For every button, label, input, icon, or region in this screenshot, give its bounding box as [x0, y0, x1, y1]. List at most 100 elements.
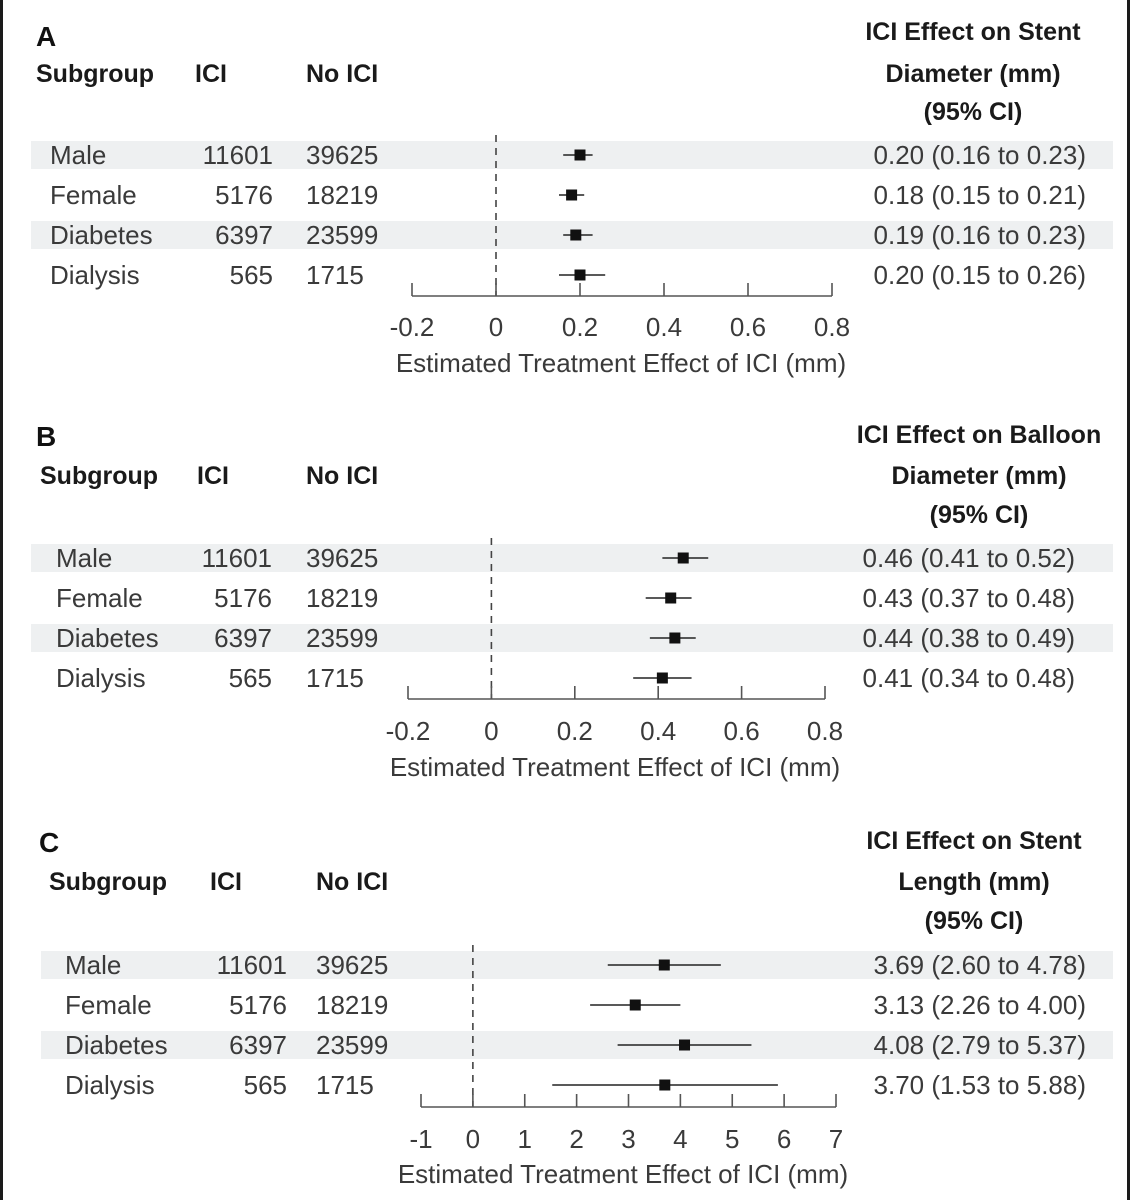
x-tick-label: 3: [621, 1124, 635, 1154]
subgroup-cell: Diabetes: [65, 1030, 168, 1060]
effect-ci-label: 0.18 (0.15 to 0.21): [874, 180, 1086, 210]
x-tick-label: 0: [466, 1124, 480, 1154]
effect-header-line: Diameter (mm): [885, 60, 1060, 88]
effect-ci-label: 0.44 (0.38 to 0.49): [863, 623, 1075, 653]
panel-letter: A: [36, 21, 56, 52]
ici-count-cell: 5176: [215, 180, 273, 210]
subgroup-cell: Dialysis: [65, 1070, 155, 1100]
no-ici-count-cell: 18219: [316, 990, 388, 1020]
row-band: [41, 1031, 1113, 1059]
x-tick-label: 2: [569, 1124, 583, 1154]
forest-plot-canvas: A Subgroup ICI No ICI ICI Effect on Stent Dia…: [31, 18, 1113, 1189]
no-ici-count-cell: 23599: [316, 1030, 388, 1060]
x-tick-label: -0.2: [386, 716, 431, 746]
row-band: [41, 951, 1113, 979]
row-band: [31, 624, 1113, 652]
subgroup-cell: Male: [56, 543, 112, 573]
ici-count-cell: 6397: [214, 623, 272, 653]
x-tick-label: 6: [777, 1124, 791, 1154]
point-estimate: [574, 269, 586, 281]
effect-ci-label: 0.41 (0.34 to 0.48): [863, 663, 1075, 693]
x-tick-label: 0.4: [640, 716, 676, 746]
subgroup-header: Subgroup: [40, 462, 158, 490]
effect-header-line: ICI Effect on Balloon: [857, 421, 1101, 449]
no-ici-header: No ICI: [316, 868, 388, 896]
subgroup-cell: Female: [56, 583, 143, 613]
effect-ci-label: 3.70 (1.53 to 5.88): [874, 1070, 1086, 1100]
row-band: [31, 544, 1113, 572]
effect-ci-label: 0.20 (0.15 to 0.26): [874, 260, 1086, 290]
point-estimate: [656, 672, 668, 684]
x-tick-label: 1: [518, 1124, 532, 1154]
x-tick-label: -0.2: [390, 312, 435, 342]
ici-count-cell: 565: [244, 1070, 287, 1100]
ici-count-cell: 565: [229, 663, 272, 693]
ici-count-cell: 565: [230, 260, 273, 290]
effect-ci-label: 0.43 (0.37 to 0.48): [863, 583, 1075, 613]
subgroup-cell: Diabetes: [56, 623, 159, 653]
ici-count-cell: 11601: [203, 140, 273, 170]
no-ici-header: No ICI: [306, 60, 378, 88]
x-tick-label: 0: [484, 716, 498, 746]
no-ici-count-cell: 39625: [306, 140, 378, 170]
effect-ci-label: 0.20 (0.16 to 0.23): [874, 140, 1086, 170]
effect-ci-label: 0.19 (0.16 to 0.23): [874, 220, 1086, 250]
x-axis-label: Estimated Treatment Effect of ICI (mm): [390, 752, 840, 782]
ici-count-cell: 11601: [202, 543, 272, 573]
subgroup-cell: Male: [50, 140, 106, 170]
effect-header-line: (95% CI): [925, 907, 1024, 935]
effect-header-line: (95% CI): [930, 501, 1029, 529]
no-ici-count-cell: 18219: [306, 180, 378, 210]
point-estimate: [677, 552, 689, 564]
ici-count-cell: 6397: [215, 220, 273, 250]
no-ici-count-cell: 1715: [316, 1070, 374, 1100]
point-estimate: [665, 592, 677, 604]
x-tick-label: 0.8: [814, 312, 850, 342]
subgroup-cell: Female: [50, 180, 137, 210]
x-tick-label: 4: [673, 1124, 687, 1154]
no-ici-header: No ICI: [306, 462, 378, 490]
no-ici-count-cell: 23599: [306, 623, 378, 653]
panel-b: B Subgroup ICI No ICI ICI Effect on Balloon D…: [31, 421, 1113, 782]
x-tick-label: 0.2: [557, 716, 593, 746]
panel-c: C Subgroup ICI No ICI ICI Effect on Stent Len…: [39, 827, 1113, 1189]
x-tick-label: 0.6: [724, 716, 760, 746]
subgroup-header: Subgroup: [49, 868, 167, 896]
x-tick-label: 5: [725, 1124, 739, 1154]
point-estimate: [659, 1079, 671, 1091]
ici-count-cell: 6397: [229, 1030, 287, 1060]
no-ici-count-cell: 1715: [306, 260, 364, 290]
panel-a: A Subgroup ICI No ICI ICI Effect on Stent Dia…: [31, 18, 1113, 378]
subgroup-cell: Dialysis: [50, 260, 140, 290]
x-tick-label: 0.6: [730, 312, 766, 342]
point-estimate: [570, 229, 582, 241]
subgroup-cell: Male: [65, 950, 121, 980]
point-estimate: [574, 149, 586, 161]
ici-header: ICI: [210, 868, 242, 896]
x-tick-label: 0.4: [646, 312, 682, 342]
effect-ci-label: 0.46 (0.41 to 0.52): [863, 543, 1075, 573]
point-estimate: [629, 999, 641, 1011]
ici-header: ICI: [195, 60, 227, 88]
x-tick-label: 7: [829, 1124, 843, 1154]
effect-ci-label: 4.08 (2.79 to 5.37): [874, 1030, 1086, 1060]
no-ici-count-cell: 18219: [306, 583, 378, 613]
effect-header-line: ICI Effect on Stent: [865, 18, 1081, 46]
ici-header: ICI: [197, 462, 229, 490]
panel-letter: C: [39, 827, 59, 858]
point-estimate: [679, 1039, 691, 1051]
x-axis-label: Estimated Treatment Effect of ICI (mm): [398, 1159, 848, 1189]
ici-count-cell: 11601: [217, 950, 287, 980]
subgroup-cell: Diabetes: [50, 220, 153, 250]
effect-ci-label: 3.69 (2.60 to 4.78): [874, 950, 1086, 980]
point-estimate: [566, 189, 578, 201]
no-ici-count-cell: 39625: [316, 950, 388, 980]
ici-count-cell: 5176: [214, 583, 272, 613]
effect-header-line: ICI Effect on Stent: [866, 827, 1082, 855]
effect-header-line: (95% CI): [924, 98, 1023, 126]
effect-header-line: Diameter (mm): [891, 462, 1066, 490]
subgroup-cell: Dialysis: [56, 663, 146, 693]
no-ici-count-cell: 23599: [306, 220, 378, 250]
effect-ci-label: 3.13 (2.26 to 4.00): [874, 990, 1086, 1020]
